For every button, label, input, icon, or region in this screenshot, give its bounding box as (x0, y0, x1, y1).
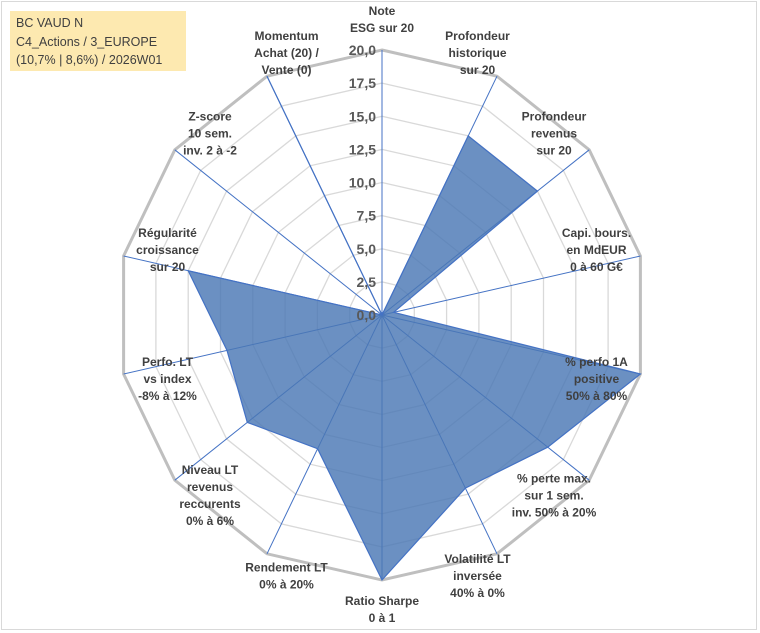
axis-label-line: Ratio Sharpe (345, 594, 419, 608)
axis-label-line: 0% à 6% (186, 514, 234, 528)
axis-label-line: % perte max. (517, 471, 591, 485)
axis-label-line: inv. 2 à -2 (183, 144, 237, 158)
axis-label-line: Régularité (138, 226, 197, 240)
axis-label-line: % perfo 1A (565, 355, 628, 369)
axis-label-line: Perfo. LT (142, 355, 194, 369)
axis-label-6: Volatilité LT inversée 40% à 0% (444, 552, 511, 600)
axis-label-line: Volatilité LT (444, 552, 511, 566)
axis-label-line: 0% à 20% (259, 577, 314, 591)
spoke-12 (174, 149, 383, 316)
axis-label-7: Ratio Sharpe 0 à 1 (345, 594, 419, 625)
axis-label-line: positive (574, 372, 620, 386)
axis-label-line: Z-score (188, 110, 232, 124)
axis-label-line: Profondeur (445, 29, 510, 43)
axis-label-line: Profondeur (522, 110, 587, 124)
tick-label: 5,0 (357, 241, 377, 257)
axis-label-13: Momentum Achat (20) / Vente (0) (254, 29, 319, 77)
axis-label-line: en MdEUR (567, 243, 627, 257)
chart-title-box: BC VAUD N C4_Actions / 3_EUROPE (10,7% |… (10, 11, 186, 71)
axis-label-line: reccurents (179, 497, 241, 511)
title-line-3: (10,7% | 8,6%) / 2026W01 (16, 53, 163, 67)
axis-label-4: % perfo 1A positive 50% à 80% (565, 355, 628, 403)
axis-label-line: sur 20 (536, 144, 572, 158)
axis-label-line: historique (448, 46, 506, 60)
title-line-1: BC VAUD N (16, 16, 84, 30)
axis-label-line: revenus (187, 480, 233, 494)
axis-label-line: sur 20 (460, 63, 496, 77)
axis-label-12: Z-score 10 sem. inv. 2 à -2 (183, 110, 237, 158)
tick-label: 10,0 (349, 175, 376, 191)
tick-label: 15,0 (349, 108, 376, 124)
axis-label-line: 50% à 80% (566, 389, 628, 403)
axis-label-line: Vente (0) (261, 63, 311, 77)
axis-label-line: Niveau LT (182, 463, 239, 477)
axis-label-line: revenus (531, 127, 577, 141)
tick-label: 0,0 (357, 307, 377, 323)
axis-label-line: sur 20 (150, 260, 186, 274)
radar-series-area (187, 75, 642, 582)
axis-label-line: 10 sem. (188, 127, 232, 141)
axis-label-line: Rendement LT (245, 560, 328, 574)
axis-label-line: vs index (143, 372, 191, 386)
spoke-3 (381, 255, 641, 316)
tick-label: 17,5 (349, 75, 376, 91)
axis-label-line: Note (369, 4, 396, 18)
title-line-2: C4_Actions / 3_EUROPE (16, 34, 158, 49)
axis-label-2: Profondeur revenus sur 20 (522, 110, 587, 158)
axis-label-line: inversée (453, 569, 502, 583)
axis-label-3: Capi. bours. en MdEUR 0 à 60 G€ (562, 226, 631, 274)
axis-label-8: Rendement LT 0% à 20% (245, 560, 328, 591)
axis-label-line: sur 1 sem. (524, 488, 583, 502)
axis-label-1: Profondeur historique sur 20 (445, 29, 510, 77)
radar-tick-labels: 0,0 2,5 5,0 7,5 10,0 12,5 15,0 17,5 20,0 (349, 42, 376, 323)
tick-label: 7,5 (357, 208, 377, 224)
axis-label-10: Perfo. LT vs index -8% à 12% (138, 355, 197, 403)
tick-label: 12,5 (349, 141, 376, 157)
axis-label-9: Niveau LT revenus reccurents 0% à 6% (179, 463, 241, 528)
axis-label-line: Capi. bours. (562, 226, 631, 240)
axis-label-line: Momentum (255, 29, 319, 43)
tick-label: 2,5 (357, 274, 377, 290)
axis-label-0: Note ESG sur 20 (350, 4, 414, 35)
axis-label-line: inv. 50% à 20% (512, 505, 597, 519)
axis-label-5: % perte max. sur 1 sem. inv. 50% à 20% (512, 471, 597, 519)
axis-label-line: 0 à 60 G€ (570, 260, 623, 274)
axis-label-line: 0 à 1 (369, 611, 396, 625)
radar-axis-labels: Note ESG sur 20 Profondeur historique sur 20… (136, 4, 631, 625)
axis-label-line: ESG sur 20 (350, 21, 414, 35)
tick-label: 20,0 (349, 42, 376, 58)
axis-label-line: -8% à 12% (138, 389, 197, 403)
axis-label-line: Achat (20) / (254, 46, 319, 60)
axis-label-line: 40% à 0% (450, 586, 505, 600)
axis-label-11: Régularité croissance sur 20 (136, 226, 199, 274)
axis-label-line: croissance (136, 243, 199, 257)
